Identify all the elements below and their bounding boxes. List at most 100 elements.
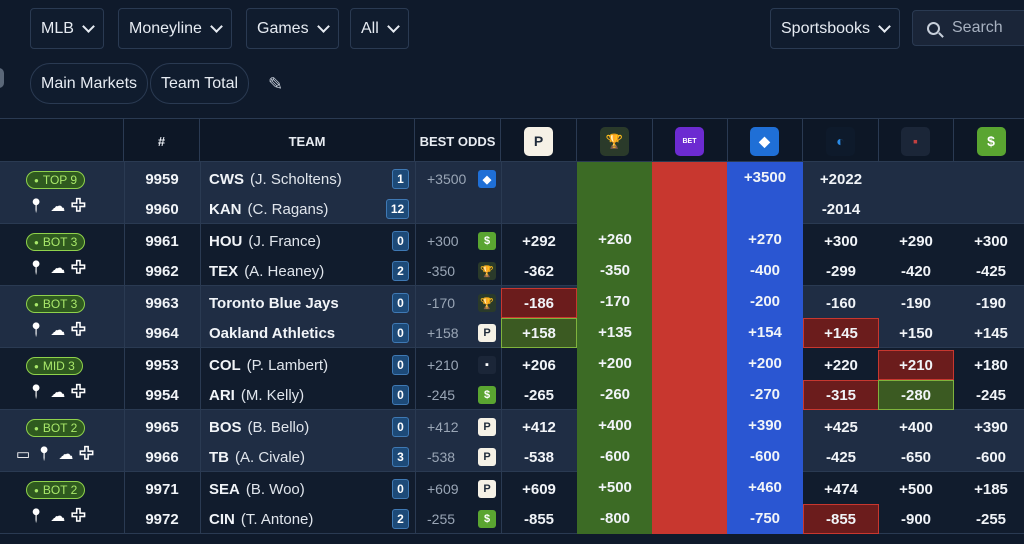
location-icon[interactable]: 📍	[28, 384, 45, 399]
odds-cell[interactable]: +260	[577, 224, 653, 255]
best-odds-value[interactable]: -255	[427, 511, 456, 527]
odds-cell[interactable]: -800	[577, 503, 653, 534]
odds-cell[interactable]: +425	[824, 418, 858, 436]
odds-cell[interactable]: -750	[727, 503, 803, 534]
odds-cell[interactable]: +500	[899, 480, 933, 498]
odds-cell[interactable]: -170	[577, 286, 653, 317]
line-movement-badge[interactable]: 3	[392, 447, 409, 467]
odds-cell[interactable]: +300	[824, 232, 858, 250]
team-name[interactable]: HOU (J. France)	[209, 226, 321, 256]
odds-cell[interactable]: +135	[577, 317, 653, 348]
team-name[interactable]: KAN (C. Ragans)	[209, 194, 328, 224]
injury-icon[interactable]: ✚	[70, 257, 86, 278]
odds-cell[interactable]: -270	[727, 379, 803, 410]
line-movement-badge[interactable]: 0	[392, 479, 409, 499]
team-name[interactable]: ARI (M. Kelly)	[209, 380, 304, 410]
odds-cell[interactable]: -900	[900, 510, 932, 528]
odds-cell[interactable]: -425	[825, 448, 857, 466]
odds-cell[interactable]	[501, 194, 577, 224]
edit-pencil-icon[interactable]: ✎	[268, 74, 284, 94]
best-odds-value[interactable]: -245	[427, 387, 456, 403]
odds-cell[interactable]: +158	[501, 318, 577, 348]
odds-cell[interactable]: -200	[727, 286, 803, 317]
odds-cell[interactable]: -600	[727, 441, 803, 472]
header-team[interactable]: TEAM	[200, 119, 415, 163]
odds-cell[interactable]: +390	[727, 410, 803, 441]
odds-cell[interactable]: -255	[975, 510, 1007, 528]
line-movement-badge[interactable]: 2	[392, 509, 409, 529]
odds-cell[interactable]	[652, 379, 728, 410]
odds-cell[interactable]	[652, 317, 728, 348]
scope-dropdown[interactable]: All	[350, 8, 409, 49]
injury-icon[interactable]: ✚	[70, 381, 86, 402]
odds-cell[interactable]: +460	[727, 472, 803, 503]
odds-cell[interactable]: +270	[727, 224, 803, 255]
line-movement-badge[interactable]: 2	[392, 261, 409, 281]
odds-cell[interactable]: +150	[899, 324, 933, 342]
team-name[interactable]: BOS (B. Bello)	[209, 412, 309, 442]
odds-cell[interactable]: +2022	[819, 170, 863, 188]
odds-cell[interactable]: -2014	[821, 200, 861, 218]
league-dropdown[interactable]: MLB	[30, 8, 104, 49]
odds-cell[interactable]	[501, 164, 577, 194]
odds-cell[interactable]	[953, 164, 1024, 194]
odds-cell[interactable]: -600	[975, 448, 1007, 466]
odds-cell[interactable]	[577, 193, 653, 224]
weather-icon[interactable]: ☁	[50, 384, 66, 401]
odds-cell[interactable]: +390	[974, 418, 1008, 436]
odds-cell[interactable]: -160	[825, 294, 857, 312]
best-odds-value[interactable]: +3500	[427, 171, 467, 187]
odds-cell[interactable]: -600	[577, 441, 653, 472]
team-name[interactable]: TB (A. Civale)	[209, 442, 305, 472]
header-book-5[interactable]: ▪	[878, 119, 954, 163]
odds-cell[interactable]	[953, 194, 1024, 224]
team-name[interactable]: SEA (B. Woo)	[209, 474, 305, 504]
odds-cell[interactable]: -362	[523, 262, 555, 280]
period-dropdown[interactable]: Games	[246, 8, 339, 49]
odds-cell[interactable]: -855	[803, 504, 879, 534]
odds-cell[interactable]: -315	[803, 380, 879, 410]
header-book-6[interactable]: $	[953, 119, 1024, 163]
odds-cell[interactable]: -280	[878, 380, 954, 410]
odds-cell[interactable]	[652, 503, 728, 534]
odds-cell[interactable]: -855	[523, 510, 555, 528]
line-movement-badge[interactable]: 0	[392, 323, 409, 343]
odds-cell[interactable]: +145	[974, 324, 1008, 342]
team-name[interactable]: Oakland Athletics	[209, 318, 335, 348]
injury-icon[interactable]: ✚	[79, 443, 95, 464]
odds-cell[interactable]	[652, 348, 728, 379]
header-book-0[interactable]: P	[501, 119, 577, 163]
injury-icon[interactable]: ✚	[70, 195, 86, 216]
odds-cell[interactable]: -650	[900, 448, 932, 466]
line-movement-badge[interactable]: 12	[386, 199, 409, 219]
odds-cell[interactable]: +300	[974, 232, 1008, 250]
tv-icon[interactable]: ▭	[16, 446, 31, 463]
odds-cell[interactable]	[652, 224, 728, 255]
odds-cell[interactable]	[652, 193, 728, 224]
weather-icon[interactable]: ☁	[50, 260, 66, 277]
header-book-1[interactable]: 🏆	[577, 119, 653, 163]
odds-cell[interactable]: -265	[523, 386, 555, 404]
location-icon[interactable]: 📍	[36, 446, 53, 461]
best-odds-value[interactable]: -538	[427, 449, 456, 465]
sportsbooks-dropdown[interactable]: Sportsbooks	[770, 8, 900, 49]
odds-cell[interactable]: +210	[878, 350, 954, 380]
odds-cell[interactable]: -400	[727, 255, 803, 286]
odds-cell[interactable]: -299	[825, 262, 857, 280]
odds-cell[interactable]	[652, 410, 728, 441]
odds-cell[interactable]: -260	[577, 379, 653, 410]
odds-cell[interactable]: +412	[522, 418, 556, 436]
odds-cell[interactable]: -538	[523, 448, 555, 466]
odds-cell[interactable]	[652, 472, 728, 503]
header-best-odds[interactable]: BEST ODDS	[415, 119, 501, 163]
line-movement-badge[interactable]: 0	[392, 231, 409, 251]
team-name[interactable]: CIN (T. Antone)	[209, 504, 313, 534]
search-input[interactable]: Search	[912, 10, 1024, 46]
injury-icon[interactable]: ✚	[70, 505, 86, 526]
odds-cell[interactable]: +400	[899, 418, 933, 436]
best-odds-value[interactable]: +300	[427, 233, 459, 249]
odds-cell[interactable]: -186	[501, 288, 577, 318]
best-odds-value[interactable]: +210	[427, 357, 459, 373]
odds-cell[interactable]	[652, 286, 728, 317]
odds-cell[interactable]: -190	[975, 294, 1007, 312]
